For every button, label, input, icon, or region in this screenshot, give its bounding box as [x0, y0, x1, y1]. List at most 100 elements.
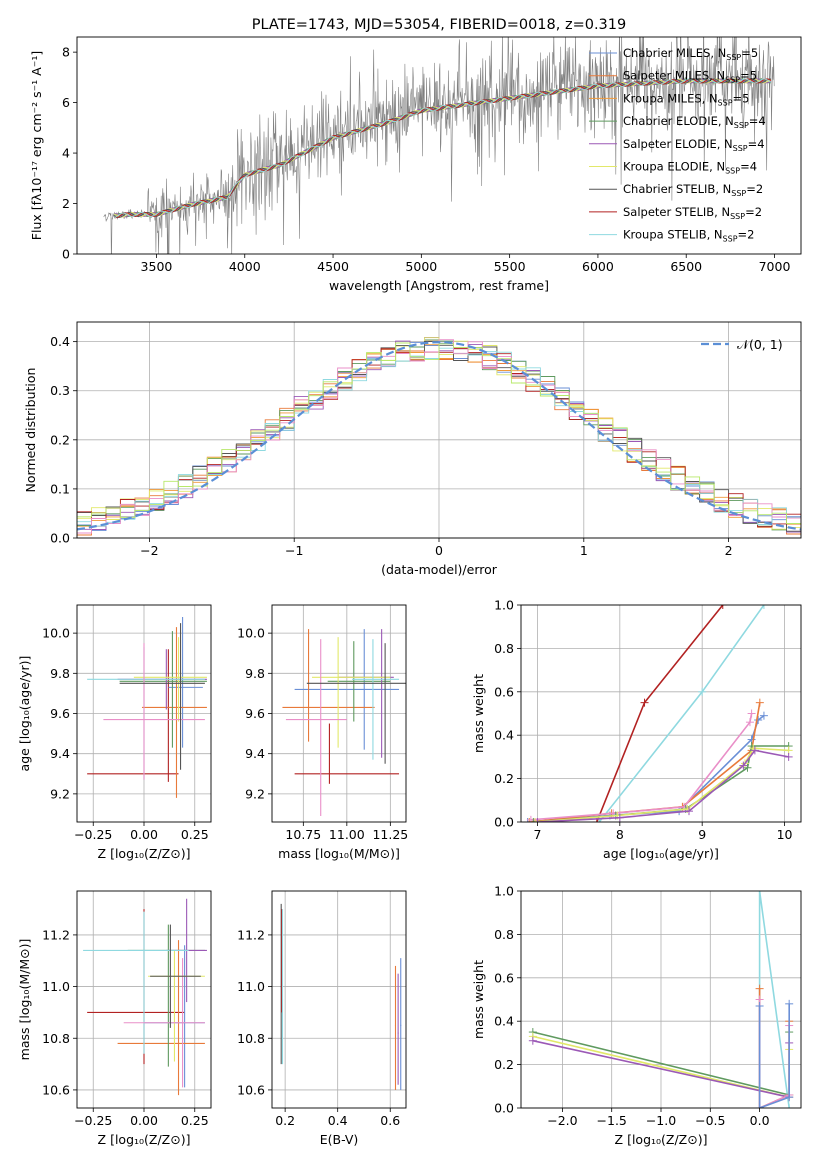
errorbar-point: [119, 631, 207, 748]
panel-spectrum: 3500 4000 4500 5000 5500 6000 6500 7000 0 2 4 6 8 wav…: [29, 17, 802, 293]
x-tick-label: 7000: [759, 259, 791, 274]
weight-marker: [755, 1002, 764, 1011]
x-axis-label: age [log₁₀(age/yr)]: [603, 846, 719, 861]
legend-label-subscript: SSP: [733, 144, 748, 153]
y-tick-label: 0.0: [494, 1101, 514, 1116]
y-tick-label: 1.0: [494, 884, 514, 899]
x-tick-label: 7: [533, 827, 541, 842]
panel-age_vs_Z: −0.25 0.00 0.25 9.2 9.4 9.6 9.8 10.0 Z [log₁₀(Z/…: [17, 604, 212, 861]
y-tick-label: 9.2: [50, 786, 70, 801]
y-tick-label: 1.0: [494, 598, 514, 613]
errorbar-point: [327, 641, 391, 722]
weight-marker: [528, 1036, 537, 1045]
panel-age_vs_mass: 10.75 11.00 11.25 9.2 9.4 9.6 9.8 10.0 mass [log…: [237, 604, 408, 861]
x-tick-label: −2.0: [547, 1113, 577, 1128]
y-tick-label: 0.0: [50, 531, 70, 546]
axes-frame: [271, 890, 407, 1109]
x-axis-label: (data-model)/error: [381, 562, 498, 577]
x-tick-label: 0.25: [181, 1113, 209, 1128]
x-tick-label: 0.2: [275, 1113, 295, 1128]
y-tick-label: 9.8: [245, 666, 265, 681]
x-tick-label: 0.0: [750, 1113, 770, 1128]
errorbar-point: [352, 639, 400, 760]
legend-label-tail: =4: [749, 114, 766, 128]
weight-marker: [739, 761, 748, 770]
errorbar-point: [119, 623, 205, 770]
weight-marker: [754, 716, 763, 725]
weight-line: [530, 713, 753, 821]
panel-weight_vs_age: 7 8 9 10 0.0 0.2 0.4 0.6 0.8 1.0 age [log₁₀(age/yr…: [471, 598, 802, 861]
weight-line: [758, 988, 791, 1108]
errorbar-point: [306, 643, 406, 764]
x-tick-label: 4000: [229, 259, 261, 274]
legend-label: Kroupa ELODIE, N: [623, 160, 725, 174]
x-axis-label: Z [log₁₀(Z/Z⊙)]: [98, 846, 191, 861]
y-tick-label: 6: [62, 95, 70, 110]
weight-marker: [785, 999, 794, 1008]
y-tick-label: 10.8: [237, 1031, 265, 1046]
y-tick-label: 0.2: [50, 432, 70, 447]
y-tick-label: 10.6: [237, 1082, 265, 1097]
legend-entry: 𝒩(0, 1): [737, 337, 783, 352]
y-tick-label: 11.0: [42, 979, 70, 994]
y-tick-label: 9.2: [245, 786, 265, 801]
y-tick-label: 9.4: [245, 746, 265, 761]
weight-marker: [755, 698, 764, 707]
errorbar-point: [117, 940, 205, 1096]
legend-label: Salpeter ELODIE, N: [623, 137, 733, 151]
errorbar-point: [282, 629, 375, 742]
chart-title: PLATE=1743, MJD=53054, FIBERID=0018, z=0…: [252, 17, 626, 33]
legend-label-tail: =5: [733, 91, 750, 105]
y-tick-label: 0.4: [494, 728, 514, 743]
errorbar-point: [148, 950, 205, 1062]
weight-marker: [640, 698, 649, 707]
axes-frame: [76, 890, 212, 1109]
x-tick-label: 6000: [582, 259, 614, 274]
histogram-step: [77, 342, 801, 533]
errorbar-point: [281, 909, 284, 1065]
x-tick-label: −0.5: [695, 1113, 725, 1128]
y-tick-label: 0.6: [494, 970, 514, 985]
errorbar-point: [312, 637, 391, 748]
y-tick-label: 10.8: [42, 1031, 70, 1046]
weight-marker: [755, 891, 764, 895]
legend-label-subscript: SSP: [718, 98, 733, 107]
model-line: [113, 78, 772, 219]
axes-frame: [76, 321, 802, 539]
legend-entry: Salpeter ELODIE, NSSP=4: [623, 137, 765, 153]
x-tick-label: 2: [725, 543, 733, 558]
legend-entry: Salpeter STELIB, NSSP=2: [623, 205, 762, 221]
y-tick-label: 11.2: [42, 927, 70, 942]
weight-line: [758, 1003, 791, 1108]
panel-mass_vs_Z: −0.25 0.00 0.25 10.6 10.8 11.0 11.2 Z [log₁₀(Z/…: [17, 890, 212, 1147]
x-tick-label: 0.00: [130, 827, 158, 842]
y-tick-label: 9.8: [50, 666, 70, 681]
y-tick-label: 0.4: [494, 1014, 514, 1029]
errorbar-point: [103, 643, 205, 780]
x-tick-label: 10: [777, 827, 793, 842]
weight-line: [534, 747, 789, 822]
y-tick-label: 10.0: [42, 626, 70, 641]
errorbar-point: [83, 911, 189, 1054]
y-tick-label: 2: [62, 196, 70, 211]
x-tick-label: 0: [435, 543, 443, 558]
x-tick-label: 4500: [317, 259, 349, 274]
y-tick-label: 0.2: [494, 771, 514, 786]
errorbar-point: [127, 924, 205, 1067]
plot-area: [83, 898, 207, 1096]
weight-marker: [750, 746, 759, 755]
legend-label-subscript: SSP: [726, 53, 741, 62]
model-line: [113, 78, 772, 218]
legend-label-tail: =2: [738, 228, 755, 242]
panel-residuals: −2 −1 0 1 2 0.0 0.1 0.2 0.3 0.4 (data-model)/error…: [23, 321, 802, 577]
x-tick-label: −0.25: [74, 827, 112, 842]
weight-marker: [698, 687, 707, 696]
y-axis-label: mass weight: [471, 674, 486, 753]
plot-area: [523, 605, 793, 822]
weight-marker: [529, 818, 538, 822]
y-tick-label: 4: [62, 146, 70, 161]
weight-line: [529, 702, 761, 822]
y-tick-label: 0.0: [494, 815, 514, 830]
weight-marker: [755, 1104, 764, 1108]
axes-frame: [76, 36, 802, 255]
